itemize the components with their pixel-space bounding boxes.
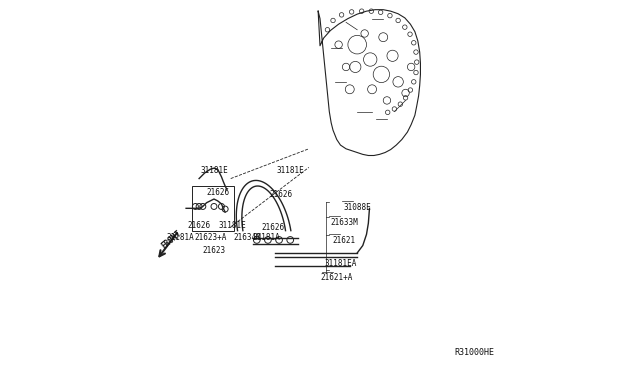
Text: 21634M: 21634M xyxy=(234,232,261,241)
Text: 21621: 21621 xyxy=(333,236,356,245)
Text: 31181A: 31181A xyxy=(252,232,280,241)
Text: R31000HE: R31000HE xyxy=(455,348,495,357)
Text: 21626: 21626 xyxy=(269,190,292,199)
Text: 31181E: 31181E xyxy=(200,166,228,174)
Text: 31088E: 31088E xyxy=(343,203,371,212)
Text: 21623: 21623 xyxy=(202,246,225,254)
Text: 21621+A: 21621+A xyxy=(321,273,353,282)
Text: 21633M: 21633M xyxy=(330,218,358,227)
Text: 31181E: 31181E xyxy=(276,166,304,174)
Text: 21626: 21626 xyxy=(262,223,285,232)
Text: 31181EA: 31181EA xyxy=(324,259,356,267)
Text: 21623+A: 21623+A xyxy=(194,232,227,241)
Text: 31181A: 31181A xyxy=(166,232,195,241)
Text: FRONT: FRONT xyxy=(159,229,183,251)
Text: 31181E: 31181E xyxy=(219,221,246,230)
Text: 21626: 21626 xyxy=(206,188,229,197)
Text: 21626: 21626 xyxy=(188,221,211,230)
